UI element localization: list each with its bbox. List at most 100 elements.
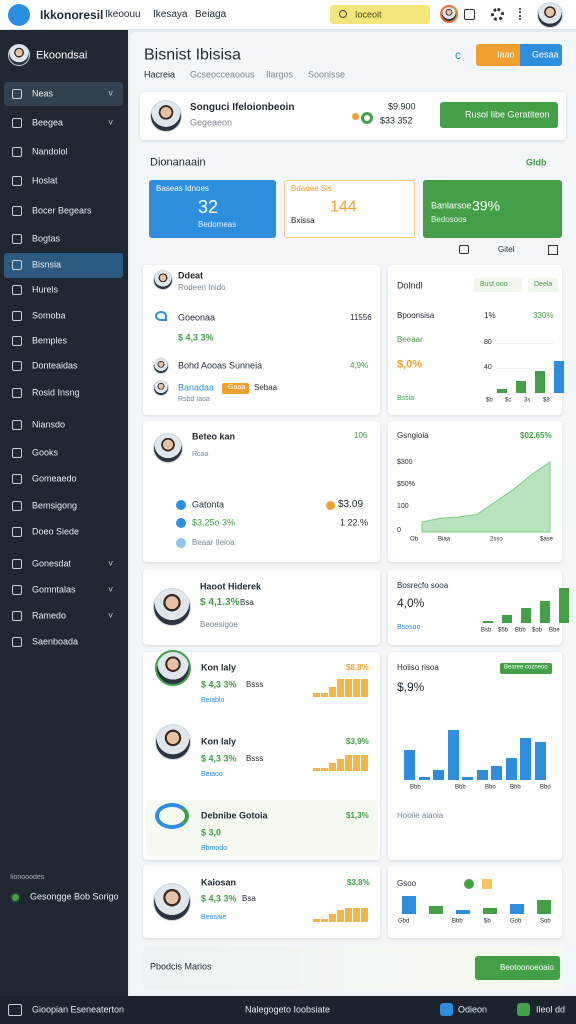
nav-item[interactable]: Saenboada <box>32 636 79 647</box>
button[interactable] <box>476 44 520 66</box>
nav-item[interactable]: Bemsigong <box>32 500 78 511</box>
bar <box>447 730 459 780</box>
x-tick-label: 2sso <box>490 536 503 543</box>
chip[interactable] <box>474 278 522 292</box>
x-tick-label: Bbb <box>515 627 526 634</box>
staff-value: $ 4,3 3% <box>201 753 237 764</box>
x-tick-label: Gob <box>510 918 522 925</box>
tab[interactable]: Gcseocceaoous <box>190 69 255 80</box>
bar <box>521 608 531 623</box>
bar <box>429 906 443 914</box>
nav-item[interactable]: Bemples <box>32 335 68 346</box>
bar <box>554 361 564 393</box>
menu-icon[interactable] <box>519 8 521 20</box>
card-title: Beteo kan <box>192 431 236 442</box>
nav-item[interactable]: Nandolol <box>32 146 68 157</box>
settings-icon[interactable] <box>491 8 504 21</box>
tag <box>222 383 249 394</box>
sales-card <box>143 265 380 415</box>
refresh-icon: c <box>455 47 461 62</box>
card-change: $02.65% <box>520 431 552 441</box>
row-label: Beeaar <box>397 335 423 345</box>
primary-button[interactable] <box>475 956 560 980</box>
card-note: Bsosoo <box>397 623 421 631</box>
bar <box>497 389 507 393</box>
tab[interactable]: Ilargos <box>266 69 294 80</box>
stat-value: 39% <box>472 197 501 214</box>
nav-item[interactable]: Donteaidas <box>32 360 78 371</box>
x-tick-label: $ob <box>532 627 543 634</box>
status-text: Gesongge Bob Sorigo <box>30 891 119 902</box>
bar <box>353 679 360 697</box>
avatar <box>153 588 191 626</box>
nav-item[interactable]: Somoba <box>32 310 66 321</box>
bar <box>353 755 360 771</box>
y-tick-label: $50% <box>397 480 415 488</box>
nav-item[interactable]: Bisnsia <box>32 259 62 270</box>
button-label: Iaao <box>497 49 515 60</box>
tab[interactable]: Hacreia <box>144 69 176 80</box>
nav-item[interactable]: Hurels <box>32 284 59 295</box>
footer-title: Pbodcis Marios <box>150 961 212 972</box>
nav-item[interactable]: Gomeaedo <box>32 473 77 484</box>
nav-item[interactable]: Rosid Insng <box>32 387 80 398</box>
bottom-action[interactable]: Odieon <box>458 1004 488 1015</box>
profile-name: Songuci Ifeloionbeoin <box>190 102 295 113</box>
icon[interactable] <box>464 9 475 20</box>
chip-label: Deela <box>534 280 553 288</box>
nav-link[interactable]: Ikeoouu <box>105 9 141 20</box>
stat-note: Bxissa <box>291 216 315 226</box>
x-tick-label: $5b <box>498 627 509 634</box>
item-name: Bohd Aooas Sunneia <box>178 360 263 371</box>
nav-icon <box>12 501 22 511</box>
nav-icon <box>12 388 22 398</box>
icon[interactable] <box>548 245 558 255</box>
x-tick-label: $8 <box>543 397 550 404</box>
sidebar-footer-title: Iionooodes <box>10 873 45 881</box>
nav-link[interactable]: Ikesaya <box>153 9 188 20</box>
button-label: Rusol Iibe Geratiteon <box>465 109 550 120</box>
nav-item[interactable]: Niansdo <box>32 419 66 430</box>
nav-item[interactable]: Doeo Siede <box>32 526 80 537</box>
icon[interactable] <box>440 1003 453 1016</box>
chip[interactable] <box>528 278 558 292</box>
icon[interactable] <box>459 245 469 254</box>
search-icon <box>339 10 347 18</box>
primary-button[interactable] <box>440 102 558 128</box>
search-box[interactable] <box>330 5 430 24</box>
nav-icon <box>12 206 22 216</box>
nav-item[interactable]: Gonesdat <box>32 558 72 569</box>
stat-value: 144 <box>330 198 357 216</box>
nav-item[interactable]: Hoslat <box>32 175 58 186</box>
stat-note: Bedosoos <box>431 215 467 225</box>
bottom-action[interactable]: Ileol dd <box>536 1004 566 1015</box>
nav-item[interactable]: Beegea <box>32 117 64 128</box>
icon[interactable] <box>517 1003 530 1016</box>
button[interactable] <box>520 44 562 66</box>
nav-item[interactable]: Bocer Begears <box>32 205 92 216</box>
nav-item[interactable]: Gomntalas <box>32 584 76 595</box>
bar <box>520 738 531 780</box>
nav-item-bg <box>4 82 123 106</box>
nav-item[interactable]: Ramedo <box>32 610 67 621</box>
toolbar-label[interactable]: Gitel <box>498 245 515 255</box>
nav-icon <box>12 585 22 595</box>
nav-item[interactable]: Bogtas <box>32 233 61 244</box>
staff-note: Beiaoo <box>201 770 223 778</box>
nav-link[interactable]: Beiaga <box>195 9 227 20</box>
nav-icon <box>12 311 22 321</box>
nav-item[interactable]: Neas <box>32 88 54 99</box>
nav-item[interactable]: Gooks <box>32 447 59 458</box>
x-tick-label: Bbb <box>452 918 463 925</box>
staff-chart-card <box>388 652 562 860</box>
y-tick-label: 100 <box>397 502 409 510</box>
bar <box>361 908 368 922</box>
filter[interactable]: Gldb <box>526 157 547 168</box>
staff-name: Debnibe Gotoia <box>201 810 268 821</box>
staff-change: $8,8% <box>346 663 369 673</box>
grid-line <box>496 343 554 344</box>
tab[interactable]: Soonisse <box>308 69 346 80</box>
status-icon <box>361 112 373 124</box>
total: $33 352 <box>380 115 413 126</box>
chevron: ˅ <box>108 558 114 569</box>
